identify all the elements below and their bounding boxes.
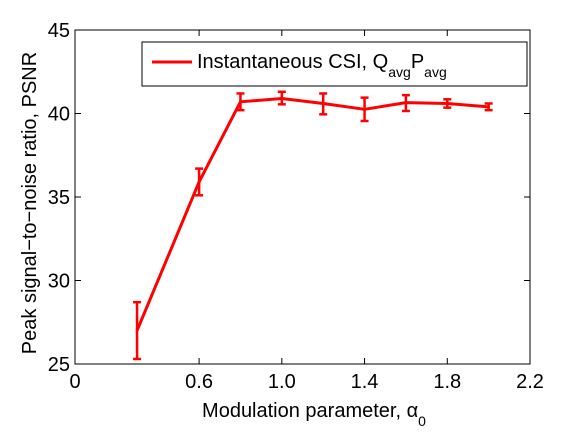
x-tick-label: 1.0 (268, 371, 296, 393)
y-tick-label: 25 (48, 354, 70, 376)
legend: Instantaneous CSI, QavgPavg (141, 41, 528, 87)
y-tick-label: 30 (48, 271, 70, 293)
legend-sub-2: avg (424, 64, 447, 80)
legend-mid-text: P (411, 51, 424, 73)
x-axis-label: Modulation parameter, α0 (202, 400, 426, 429)
x-tick-label: 0 (69, 371, 80, 393)
series-line (135, 96, 489, 332)
x-tick-label: 0.6 (185, 371, 213, 393)
legend-entry: Instantaneous CSI, QavgPavg (197, 51, 447, 80)
x-axis-label-subscript: 0 (418, 413, 426, 429)
legend-main-text: Instantaneous CSI, Q (197, 51, 388, 73)
y-tick-label: 40 (48, 104, 70, 126)
series-lines (135, 96, 489, 332)
x-axis-label-main: Modulation parameter, α (202, 400, 418, 422)
legend-box (141, 41, 528, 87)
ticks: 0 0.6 1.0 1.4 1.8 2.2 25 30 35 40 45 (48, 20, 544, 393)
x-tick-label: 1.4 (351, 371, 379, 393)
legend-sub-1: avg (388, 64, 411, 80)
y-axis-label: Peak signal−to−noise ratio, PSNR (19, 52, 41, 354)
x-tick-label: 2.2 (516, 371, 544, 393)
error-bars (133, 90, 493, 361)
y-tick-label: 35 (48, 187, 70, 209)
y-tick-label: 45 (48, 20, 70, 42)
x-tick-label: 1.8 (433, 371, 461, 393)
